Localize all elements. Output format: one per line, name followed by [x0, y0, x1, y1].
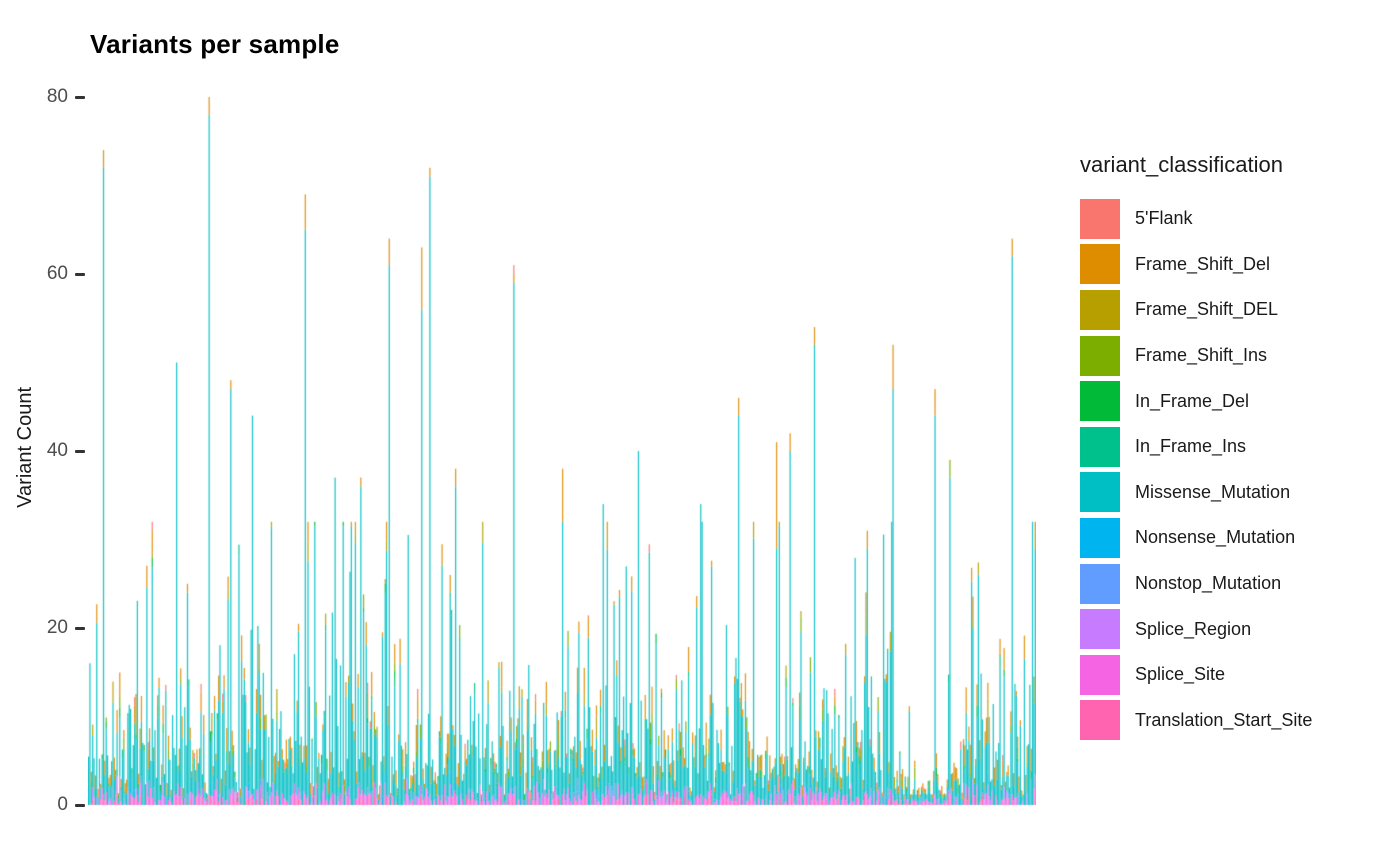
legend-swatch: [1080, 244, 1120, 285]
legend: variant_classification 5'Flank Frame_Shif…: [1080, 152, 1312, 743]
legend-label: Frame_Shift_Del: [1135, 253, 1271, 274]
y-tick-label: 80: [46, 86, 68, 107]
legend-swatch: [1080, 472, 1120, 513]
legend-title: variant_classification: [1080, 152, 1283, 177]
legend-item: Translation_Start_Site: [1080, 698, 1312, 744]
legend-swatch: [1080, 335, 1120, 376]
legend-label: Missense_Mutation: [1135, 481, 1291, 502]
legend-swatch: [1080, 426, 1120, 467]
legend-label: Nonsense_Mutation: [1135, 527, 1296, 548]
legend-label: Frame_Shift_DEL: [1135, 299, 1279, 320]
legend-item: Nonstop_Mutation: [1080, 561, 1312, 607]
legend-swatch: [1080, 381, 1120, 422]
y-tick-label: 40: [46, 440, 68, 461]
legend-item: 5'Flank: [1080, 196, 1312, 242]
y-tick-label: 20: [46, 617, 68, 638]
legend-swatch: [1080, 289, 1120, 330]
legend-swatch: [1080, 609, 1120, 650]
legend-item: Nonsense_Mutation: [1080, 515, 1312, 561]
legend-label: 5'Flank: [1135, 208, 1193, 229]
legend-item: Splice_Site: [1080, 652, 1312, 698]
legend-items: 5'Flank Frame_Shift_Del Frame_Shift_DEL Fra…: [1080, 196, 1312, 743]
legend-swatch: [1080, 700, 1120, 741]
legend-item: In_Frame_Del: [1080, 378, 1312, 424]
legend-item: Frame_Shift_Ins: [1080, 333, 1312, 379]
y-tick-mark: [75, 626, 85, 630]
legend-item: Frame_Shift_Del: [1080, 242, 1312, 288]
chart-title: Variants per sample: [90, 29, 340, 60]
legend-label: Frame_Shift_Ins: [1135, 345, 1268, 366]
legend-label: Splice_Region: [1135, 618, 1252, 639]
y-tick-mark: [75, 95, 85, 99]
legend-item: Frame_Shift_DEL: [1080, 287, 1312, 333]
legend-label: Splice_Site: [1135, 664, 1226, 685]
y-tick-mark: [75, 272, 85, 276]
y-tick-label: 0: [57, 794, 68, 815]
legend-label: Nonstop_Mutation: [1135, 573, 1282, 594]
y-tick-mark: [75, 803, 85, 807]
legend-item: Missense_Mutation: [1080, 470, 1312, 516]
y-tick-mark: [75, 449, 85, 453]
legend-swatch: [1080, 563, 1120, 604]
legend-item: In_Frame_Ins: [1080, 424, 1312, 470]
legend-item: Splice_Region: [1080, 606, 1312, 652]
legend-label: In_Frame_Del: [1135, 390, 1250, 411]
legend-label: In_Frame_Ins: [1135, 436, 1247, 457]
legend-swatch: [1080, 517, 1120, 558]
legend-swatch: [1080, 198, 1120, 239]
y-tick-label: 60: [46, 263, 68, 284]
plot-area: [88, 90, 1036, 806]
legend-swatch: [1080, 654, 1120, 695]
legend-label: Translation_Start_Site: [1135, 709, 1313, 730]
